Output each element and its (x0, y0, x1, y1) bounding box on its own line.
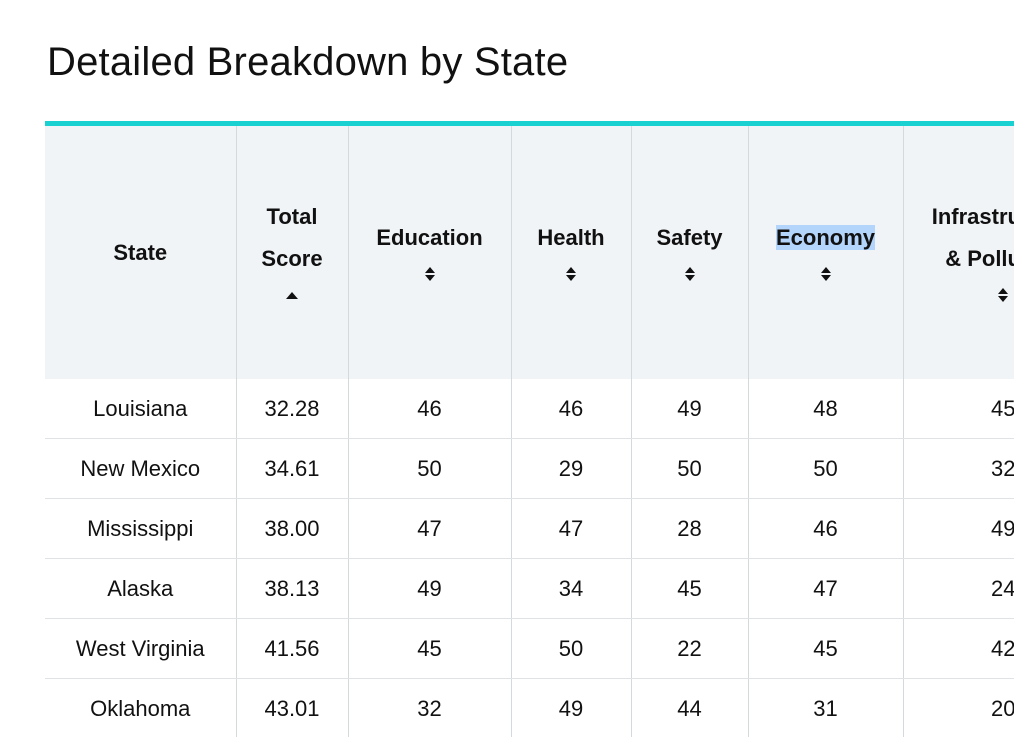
sort-icon (819, 259, 833, 289)
table-cell: Alaska (45, 559, 236, 619)
column-header[interactable]: Health (511, 126, 631, 379)
column-label: Safety (656, 225, 722, 250)
sort-arrow-up (998, 288, 1008, 294)
table-cell: 22 (631, 619, 748, 679)
column-label: Education (376, 225, 482, 250)
table-cell: 42 (903, 619, 1014, 679)
column-header: State (45, 126, 236, 379)
sort-icon (996, 280, 1010, 310)
table-cell: 50 (348, 439, 511, 499)
sort-arrow-down (425, 275, 435, 281)
column-header[interactable]: Education (348, 126, 511, 379)
column-header[interactable]: Total Score (236, 126, 348, 379)
table-cell: 49 (903, 499, 1014, 559)
table-cell: 46 (511, 379, 631, 439)
table-cell: 28 (631, 499, 748, 559)
column-header[interactable]: Economy (748, 126, 903, 379)
column-label: Economy (776, 225, 875, 250)
table-cell: 45 (903, 379, 1014, 439)
column-label: Total Score (261, 204, 322, 271)
table-cell: 32 (348, 679, 511, 737)
table-cell: 29 (511, 439, 631, 499)
table-cell: Oklahoma (45, 679, 236, 737)
table-cell: 43.01 (236, 679, 348, 737)
sort-arrow-down (566, 275, 576, 281)
page-title: Detailed Breakdown by State (47, 40, 568, 85)
table-cell: 24 (903, 559, 1014, 619)
header-row: State Total Score Education Health Safety Eco… (45, 126, 1014, 379)
table-cell: New Mexico (45, 439, 236, 499)
sort-arrow-up (425, 267, 435, 273)
table-cell: 31 (748, 679, 903, 737)
sort-arrow-up (566, 267, 576, 273)
sort-arrow-down (998, 296, 1008, 302)
table-cell: 47 (748, 559, 903, 619)
table-cell: 44 (631, 679, 748, 737)
table-cell: 47 (511, 499, 631, 559)
table-cell: 34.61 (236, 439, 348, 499)
sort-arrow-up (821, 267, 831, 273)
table-cell: 46 (748, 499, 903, 559)
state-table: State Total Score Education Health Safety Eco… (45, 126, 1014, 737)
table-wrapper: State Total Score Education Health Safety Eco… (45, 121, 1014, 737)
table-cell: 49 (631, 379, 748, 439)
table-cell: 49 (348, 559, 511, 619)
column-header[interactable]: Safety (631, 126, 748, 379)
column-header[interactable]: Infrastructure & Pollution (903, 126, 1014, 379)
table-cell: 46 (348, 379, 511, 439)
sort-arrow-up (685, 267, 695, 273)
table-cell: 50 (748, 439, 903, 499)
sort-icon (423, 259, 437, 289)
sort-icon (683, 259, 697, 289)
table-cell: 38.00 (236, 499, 348, 559)
table-cell: 45 (631, 559, 748, 619)
table-cell: 34 (511, 559, 631, 619)
sort-arrow-up (286, 292, 298, 299)
table-cell: 38.13 (236, 559, 348, 619)
sort-icon (285, 280, 299, 310)
table-cell: 45 (748, 619, 903, 679)
column-label: Infrastructure & Pollution (932, 204, 1014, 271)
table-cell: 32 (903, 439, 1014, 499)
table-cell: West Virginia (45, 619, 236, 679)
table-cell: 50 (631, 439, 748, 499)
table-cell: 48 (748, 379, 903, 439)
column-label: State (113, 240, 167, 265)
table-cell: 41.56 (236, 619, 348, 679)
table-cell: 47 (348, 499, 511, 559)
table-cell: Louisiana (45, 379, 236, 439)
table-cell: 32.28 (236, 379, 348, 439)
table-cell: Mississippi (45, 499, 236, 559)
sort-icon (564, 259, 578, 289)
table-cell: 50 (511, 619, 631, 679)
column-label: Health (537, 225, 604, 250)
table-cell: 49 (511, 679, 631, 737)
sort-arrow-down (821, 275, 831, 281)
table-cell: 45 (348, 619, 511, 679)
sort-arrow-down (685, 275, 695, 281)
table-cell: 20 (903, 679, 1014, 737)
